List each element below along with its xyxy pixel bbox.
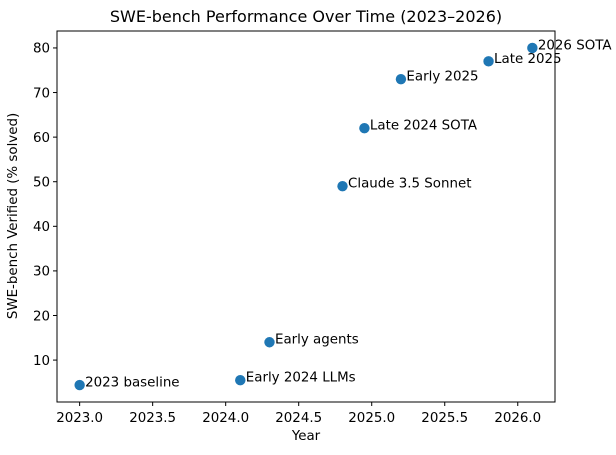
point-label: Late 2024 SOTA [370, 119, 478, 134]
data-point [395, 73, 407, 85]
data-point [359, 123, 370, 134]
data-point [337, 180, 348, 192]
data-points [74, 42, 538, 391]
x-tick-label: 2024.5 [275, 411, 322, 426]
plot-area-border [56, 30, 556, 403]
point-label: 2023 baseline [85, 376, 179, 391]
point-label: 2026 SOTA [538, 38, 613, 53]
x-tick-label: 2025.5 [421, 411, 468, 426]
x-tick-label: 2026.0 [494, 411, 541, 426]
point-label: Late 2025 [494, 52, 562, 67]
y-tick-label: 40 [33, 220, 50, 235]
x-axis: 2023.0 2023.5 2024.0 2024.5 2025.0 2025.5 2026… [56, 402, 541, 426]
x-axis-label: Year [291, 429, 321, 444]
x-tick-label: 2023.5 [129, 411, 176, 426]
y-tick-label: 20 [33, 309, 50, 324]
y-axis: 10 20 30 40 50 60 70 80 [33, 42, 57, 369]
y-tick-label: 70 [33, 86, 50, 101]
point-label: Early 2025 [406, 70, 478, 85]
y-tick-label: 60 [33, 131, 50, 146]
point-label: Claude 3.5 Sonnet [348, 177, 471, 192]
point-label: Early 2024 LLMs [246, 371, 356, 386]
x-tick-label: 2024.0 [202, 411, 249, 426]
point-label: Early agents [275, 333, 359, 348]
data-point [74, 379, 85, 391]
chart-title: SWE-bench Performance Over Time (2023–20… [110, 7, 502, 26]
x-tick-label: 2023.0 [56, 411, 103, 426]
y-tick-label: 30 [33, 265, 50, 280]
data-point [235, 374, 246, 386]
y-tick-label: 50 [33, 176, 50, 191]
point-annotations: 2023 baseline Early 2024 LLMs Early agents… [85, 38, 612, 390]
y-tick-label: 80 [33, 42, 50, 57]
y-tick-label: 10 [33, 354, 50, 369]
x-tick-label: 2025.0 [348, 411, 395, 426]
y-axis-label: SWE-bench Verified (% solved) [6, 113, 21, 319]
data-point [527, 42, 538, 54]
data-point [264, 337, 275, 348]
data-point [483, 56, 494, 67]
